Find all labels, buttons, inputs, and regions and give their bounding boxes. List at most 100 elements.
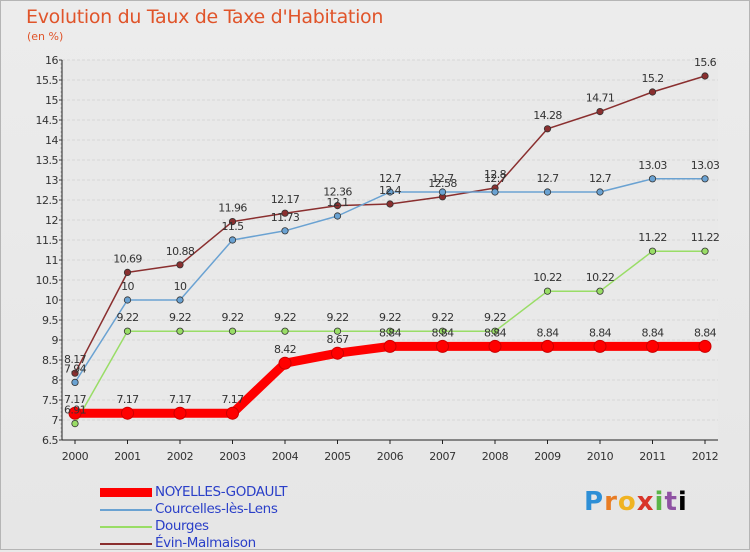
data-point-2: [438, 327, 447, 335]
data-label: 9.22: [169, 311, 191, 324]
data-point-2: [491, 327, 499, 335]
legend-swatch-courcelles: [100, 509, 152, 511]
x-tick-label: 2008: [482, 450, 509, 463]
data-label: 7.94: [64, 362, 87, 375]
data-label: 9.22: [221, 311, 243, 324]
data-point-0: [541, 339, 554, 353]
y-tick-label: 13.5: [36, 154, 59, 167]
data-point-0: [646, 339, 659, 353]
data-point-2: [228, 327, 237, 335]
x-tick-label: 2007: [429, 450, 456, 463]
data-label: 15.6: [694, 56, 717, 69]
data-point-1: [281, 227, 289, 235]
data-label: 9.22: [274, 311, 296, 324]
data-label: 7.17: [169, 393, 192, 406]
legend-swatch-evin: [100, 543, 152, 545]
data-point-0: [331, 346, 344, 360]
data-label: 13.03: [691, 159, 720, 172]
data-label: 15.2: [641, 72, 663, 85]
data-label: 12.4: [379, 184, 402, 197]
data-point-1: [176, 296, 184, 304]
data-point-2: [648, 247, 657, 255]
data-label: 7.17: [221, 393, 244, 406]
y-tick-label: 15.5: [36, 74, 59, 87]
data-label: 8.67: [326, 333, 349, 346]
y-tick-label: 15: [45, 94, 58, 107]
data-label: 10.22: [533, 271, 562, 284]
data-label: 10.88: [166, 245, 195, 258]
data-label: 8.84: [589, 326, 612, 339]
legend-label-dourges: Dourges: [155, 518, 209, 534]
data-label: 10.22: [586, 271, 615, 284]
y-tick-label: 16: [45, 54, 58, 67]
data-label: 8.84: [641, 326, 664, 339]
x-tick-label: 2003: [219, 450, 246, 463]
chart-title: Evolution du Taux de Taxe d'Habitation: [26, 6, 384, 28]
data-label: 11.73: [271, 211, 300, 224]
data-point-2: [333, 327, 342, 335]
x-tick-label: 2009: [534, 450, 561, 463]
data-point-0: [68, 406, 82, 420]
x-tick-label: 2012: [692, 450, 718, 463]
data-point-0: [593, 339, 607, 353]
y-tick-label: 10: [45, 294, 58, 307]
data-label: 12.7: [379, 172, 402, 185]
legend-label-evin: Évin-Malmaison: [155, 535, 256, 551]
data-label: 13.03: [638, 159, 667, 172]
data-point-3: [228, 218, 237, 226]
data-label: 8.84: [484, 326, 507, 339]
data-point-0: [226, 406, 239, 420]
data-point-0: [436, 339, 449, 353]
data-label: 6.91: [64, 404, 86, 417]
y-tick-label: 6.5: [42, 434, 58, 447]
data-label: 12.7: [589, 172, 612, 185]
y-tick-label: 9.5: [42, 314, 58, 327]
data-point-3: [648, 88, 657, 96]
data-point-1: [596, 188, 604, 196]
data-label: 9.22: [326, 311, 348, 324]
data-point-3: [281, 209, 289, 217]
data-label: 12.1: [326, 196, 348, 209]
data-point-1: [701, 175, 709, 183]
data-label: 10: [174, 280, 187, 293]
y-tick-label: 12.5: [36, 194, 59, 207]
proxiti-logo: Proxiti: [584, 487, 688, 517]
data-point-2: [701, 247, 709, 255]
legend-swatch-dourges: [100, 526, 152, 528]
data-point-3: [543, 125, 552, 133]
data-label: 11.5: [221, 220, 244, 233]
x-tick-label: 2004: [272, 450, 299, 463]
data-label: 14.28: [533, 109, 562, 122]
data-point-1: [491, 188, 499, 196]
x-tick-label: 2000: [62, 450, 89, 463]
data-point-2: [386, 327, 394, 335]
data-label: 8.17: [64, 353, 87, 366]
data-label: 14.71: [586, 92, 615, 105]
data-point-3: [701, 72, 709, 80]
data-label: 11.22: [638, 231, 667, 244]
data-point-0: [488, 339, 502, 353]
data-point-1: [123, 296, 132, 304]
x-tick-label: 2002: [167, 450, 193, 463]
x-tick-label: 2010: [587, 450, 614, 463]
chart-subtitle: (en %): [27, 30, 64, 43]
x-tick-label: 2006: [377, 450, 404, 463]
data-point-2: [123, 327, 132, 335]
y-tick-label: 8: [52, 374, 59, 387]
data-label: 11.22: [691, 231, 720, 244]
data-point-2: [596, 287, 604, 295]
data-point-2: [543, 287, 552, 295]
x-tick-label: 2011: [639, 450, 665, 463]
legend-label-noyelles: NOYELLES-GODAULT: [155, 484, 288, 500]
data-point-2: [281, 327, 289, 335]
data-label: 9.22: [431, 311, 453, 324]
data-label: 10: [121, 280, 134, 293]
data-point-0: [278, 356, 292, 370]
data-label: 9.22: [379, 311, 401, 324]
data-point-3: [71, 369, 79, 377]
data-label: 12.8: [484, 168, 507, 181]
data-point-3: [333, 202, 342, 210]
data-point-2: [71, 419, 79, 428]
y-tick-label: 14.5: [36, 114, 59, 127]
